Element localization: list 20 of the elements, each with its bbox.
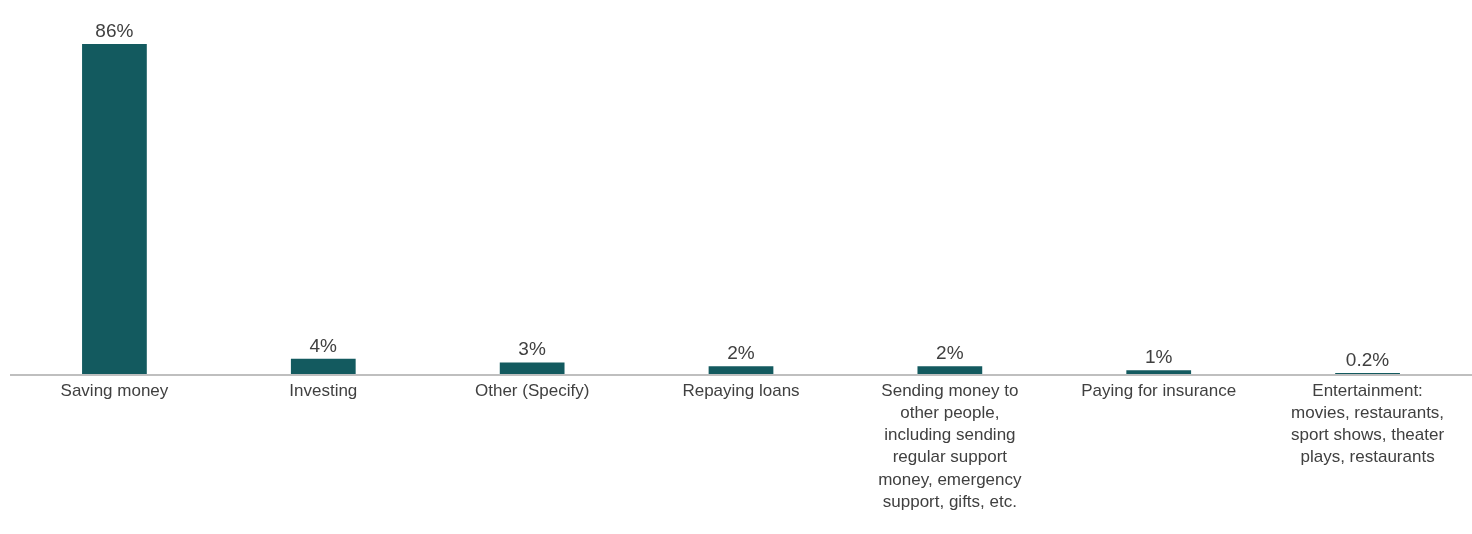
x-tick-label: Sending money to other people, including sending regular support money, emergency support, gifts, etc. [878,381,1023,511]
x-tick-label: Saving money [60,381,169,401]
x-tick-label: Repaying loans [682,381,800,401]
bar [1126,370,1192,374]
data-label: 2% [727,342,755,364]
bar [708,366,774,374]
bar [499,362,565,374]
data-label: 86% [95,20,134,41]
x-tick-label: Other (Specify) [474,381,590,401]
data-label: 0.2% [1345,349,1390,370]
data-label: 2% [936,342,964,364]
bar [290,358,356,374]
data-label: 4% [309,334,338,356]
data-label: 1% [1144,346,1173,368]
data-label: 3% [518,338,546,360]
x-tick-label: Paying for insurance [1081,381,1237,401]
bar [82,44,147,374]
x-tick-label: Investing [289,381,358,401]
x-tick-label: Entertainment: movies, restaurants, sport shows, theater plays, restaurants [1291,381,1445,467]
bar [917,366,983,374]
